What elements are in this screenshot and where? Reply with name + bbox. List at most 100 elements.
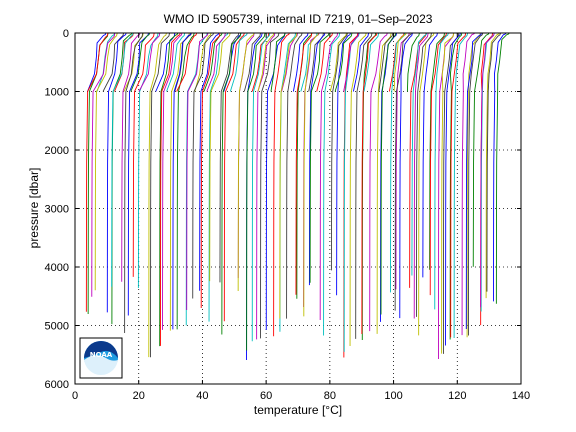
profile-line [449, 32, 463, 340]
profile-line [270, 32, 286, 92]
profile-line [251, 32, 271, 342]
profile-line [130, 32, 151, 92]
ticks: 0 20 40 60 80 100 120 140 0 1000 2000 3000 4000 5000 6… [45, 28, 531, 402]
profile-line [450, 32, 467, 338]
y-tick-label: 5000 [45, 321, 69, 333]
profile-line [418, 32, 435, 336]
profile-line [445, 32, 461, 346]
profile-line [411, 32, 428, 276]
profile-line [150, 32, 171, 358]
x-tick-label: 140 [512, 390, 530, 402]
profile-line [413, 32, 429, 319]
chart-title: WMO ID 5905739, internal ID 7219, 01–Sep… [164, 12, 433, 26]
profile-line [472, 32, 490, 267]
profile-line [429, 32, 446, 270]
profile-line [281, 32, 299, 92]
profile-line [466, 32, 481, 338]
profile-line [208, 32, 229, 322]
profile-line [148, 32, 167, 358]
profile-line [355, 32, 373, 339]
profile-line [453, 32, 469, 339]
profile-line [329, 32, 347, 92]
profile-line [292, 32, 309, 92]
profile-line [378, 32, 394, 92]
profile-line [295, 32, 313, 295]
profile-line [434, 32, 449, 310]
profile-line [361, 32, 378, 335]
profile-line [123, 32, 144, 92]
y-tick-label: 4000 [45, 262, 69, 274]
profile-line [286, 32, 303, 319]
profile-line [406, 32, 420, 92]
profile-line [380, 32, 398, 322]
profile-line [393, 32, 407, 92]
profile-line [422, 32, 438, 278]
profile-line [495, 32, 510, 304]
profile-line [176, 32, 195, 330]
profile-line [323, 32, 341, 336]
profile-line [409, 32, 427, 288]
profile-line [429, 32, 447, 296]
profile-line [160, 32, 181, 346]
profile-line [94, 32, 118, 291]
profile-line [468, 32, 484, 336]
profile-line [229, 32, 248, 92]
profile-line [200, 32, 221, 308]
x-tick-label: 60 [260, 390, 272, 402]
profile-line [166, 32, 186, 92]
noaa-logo: NOAA [79, 337, 123, 379]
profile-line [199, 32, 220, 291]
x-tick-label: 100 [384, 390, 402, 402]
profile-line [176, 32, 198, 92]
x-axis-label: temperature [°C] [254, 403, 342, 417]
profile-line [319, 32, 339, 321]
profile-line [465, 32, 482, 330]
profile-line [106, 32, 127, 313]
profile-line [132, 32, 155, 277]
plot-area: 0 20 40 60 80 100 120 140 0 1000 2000 3000 4000 5000 6… [45, 28, 531, 402]
profile-line [256, 32, 276, 340]
y-tick-label: 0 [63, 28, 69, 40]
profile-line [209, 32, 231, 282]
profile-line [221, 32, 242, 335]
profile-line [111, 32, 134, 287]
profile-line [394, 32, 412, 311]
profile-line [87, 32, 107, 92]
profile-line [493, 32, 507, 302]
profile-line [203, 32, 223, 92]
profile-line [303, 32, 319, 317]
profile-line [376, 32, 392, 334]
profile-line [138, 32, 161, 92]
profile-line [461, 32, 475, 336]
y-tick-label: 6000 [45, 379, 69, 391]
profile-line [336, 32, 351, 296]
y-tick-label: 1000 [45, 87, 69, 99]
profile-line [246, 32, 266, 351]
profile-line [480, 32, 495, 308]
profile-line [91, 32, 116, 297]
profile-line [137, 32, 159, 289]
x-tick-label: 40 [196, 390, 208, 402]
profiles [85, 32, 510, 361]
profile-line [237, 32, 255, 292]
profile-line [85, 32, 109, 312]
profile-line [330, 32, 348, 271]
profile-line [309, 32, 330, 283]
profile-line [172, 32, 192, 330]
profile-line [349, 32, 367, 347]
profile-line [121, 32, 141, 282]
noaa-logo-text: NOAA [90, 351, 113, 359]
profile-line [273, 32, 290, 337]
profile-line [308, 32, 326, 286]
profile-line [343, 32, 359, 92]
profile-line [399, 32, 413, 319]
profile-line [260, 32, 280, 339]
profile-line [279, 32, 298, 319]
profile-line [162, 32, 183, 330]
profile-line [102, 32, 124, 92]
profile-line [243, 32, 261, 92]
profile-line [159, 32, 179, 347]
profile-line [369, 32, 388, 332]
profile-line [316, 32, 333, 92]
